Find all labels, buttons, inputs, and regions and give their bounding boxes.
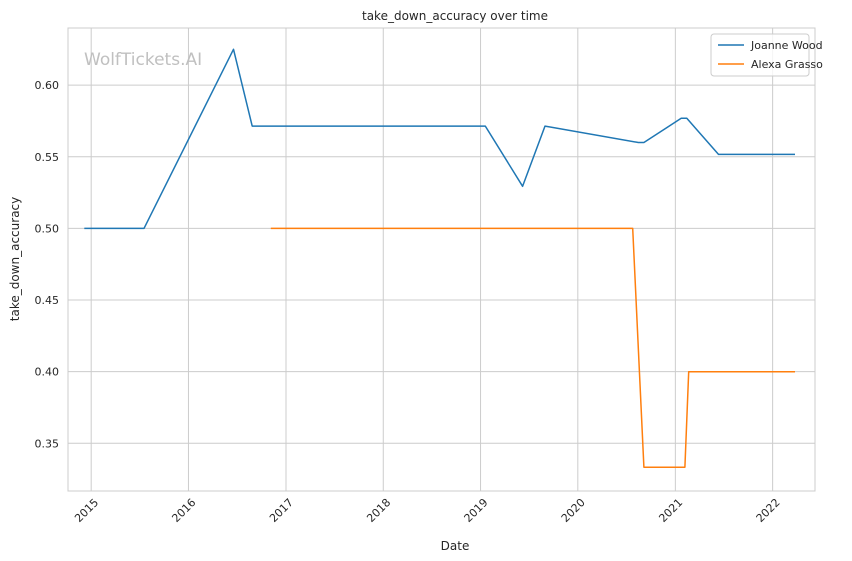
x-tick-label: 2022	[754, 496, 783, 525]
x-axis-label: Date	[441, 539, 470, 553]
y-tick-label: 0.50	[35, 222, 60, 235]
plot-frame	[67, 27, 816, 492]
x-tick-label: 2015	[72, 496, 101, 525]
watermark-text: WolfTickets.AI	[84, 50, 202, 70]
y-tick-label: 0.35	[35, 437, 60, 450]
y-tick-label: 0.40	[35, 366, 60, 379]
x-tick-label: 2021	[656, 496, 685, 525]
x-tick-label: 2016	[169, 496, 198, 525]
series-line-alexa-grasso	[270, 227, 795, 468]
series-lines	[84, 48, 795, 468]
legend: Joanne Wood Alexa Grasso	[710, 33, 823, 77]
y-axis-ticks: 0.35 0.40 0.45 0.50 0.55 0.60	[35, 79, 60, 450]
legend-label-joanne-wood: Joanne Wood	[750, 39, 823, 52]
x-axis-ticks: 2015 2016 2017 2018 2019 2020 2021 2022	[72, 496, 782, 525]
chart-title: take_down_accuracy over time	[362, 9, 548, 23]
plot-area: WolfTickets.AI	[67, 27, 816, 492]
legend-label-alexa-grasso: Alexa Grasso	[751, 58, 823, 71]
series-line-joanne-wood	[84, 48, 795, 230]
x-tick-label: 2019	[462, 496, 491, 525]
x-tick-label: 2018	[364, 496, 393, 525]
x-tick-label: 2017	[267, 496, 296, 525]
y-tick-label: 0.55	[35, 151, 60, 164]
y-tick-label: 0.60	[35, 79, 60, 92]
x-tick-label: 2020	[559, 496, 588, 525]
y-tick-label: 0.45	[35, 294, 60, 307]
y-axis-label: take_down_accuracy	[8, 197, 22, 321]
plot-background	[68, 28, 815, 491]
